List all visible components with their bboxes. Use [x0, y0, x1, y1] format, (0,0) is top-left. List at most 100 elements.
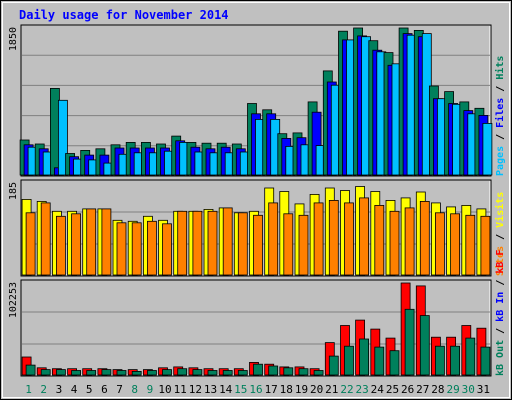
legend-entry: Files — [494, 98, 506, 128]
bar-kb-out-day-15 — [237, 370, 248, 376]
bar-kb-out-day-1 — [25, 364, 36, 376]
bar-sites-day-13 — [207, 210, 218, 276]
bar-kb-out-day-27 — [419, 315, 430, 376]
y-max-label: 102253 — [8, 282, 19, 318]
bar-sites-day-24 — [374, 204, 385, 276]
bar-kb-out-day-4 — [71, 370, 81, 376]
bar-kb-out-day-14 — [222, 370, 233, 376]
bar-kb-out-day-29 — [450, 345, 461, 376]
x-tick-label: 25 — [386, 383, 399, 396]
x-tick-label: 30 — [462, 383, 475, 396]
bar-sites-day-28 — [434, 212, 445, 276]
bar-sites-day-10 — [162, 223, 172, 276]
bar-kb-out-day-21 — [328, 355, 339, 376]
bar-kb-out-day-6 — [101, 369, 112, 376]
x-tick-label: 6 — [101, 383, 108, 396]
legend-hits: Pages / Files / Hits — [494, 56, 506, 176]
bar-sites-day-11 — [177, 210, 188, 276]
x-tick-label: 18 — [280, 383, 293, 396]
bar-kb-out-day-9 — [146, 370, 157, 376]
x-tick-label: 1 — [25, 383, 32, 396]
bar-sites-day-14 — [222, 207, 233, 276]
bar-kb-out-day-12 — [192, 369, 203, 376]
x-tick-label: 14 — [219, 383, 233, 396]
chart-title: Daily usage for November 2014 — [19, 8, 229, 22]
x-tick-label: 21 — [325, 383, 338, 396]
x-axis: 1 2 3 4 5 6 7 8 9 10 11 12 13 14 15 16 17 18 19 20 21 22 23 24 2… — [25, 383, 490, 396]
bar-kb-out-day-13 — [207, 370, 218, 376]
bar-sites-day-27 — [419, 200, 430, 276]
x-tick-label: 5 — [86, 383, 93, 396]
bar-sites-day-31 — [480, 215, 491, 276]
bar-kb-out-day-26 — [404, 308, 415, 376]
x-tick-label: 31 — [477, 383, 490, 396]
bar-kb-out-day-7 — [116, 370, 127, 376]
bar-sites-day-8 — [131, 222, 142, 276]
x-tick-label: 16 — [249, 383, 262, 396]
x-tick-label: 20 — [310, 383, 323, 396]
x-tick-label: 22 — [340, 383, 353, 396]
bar-sites-day-15 — [237, 212, 248, 276]
x-tick-label: 15 — [234, 383, 247, 396]
x-tick-label: 10 — [158, 383, 171, 396]
x-tick-label: 4 — [71, 383, 78, 396]
legend-entry: Pages — [495, 146, 506, 176]
legend-entry: / — [495, 274, 506, 292]
x-tick-label: 28 — [431, 383, 444, 396]
bar-kb-out-day-31 — [480, 346, 491, 376]
x-tick-label: 2 — [40, 383, 47, 396]
bar-kb-out-day-28 — [434, 345, 445, 376]
x-tick-label: 29 — [446, 383, 459, 396]
bar-sites-day-12 — [192, 210, 203, 276]
bar-kb-out-day-30 — [465, 337, 476, 376]
bar-kb-out-day-25 — [389, 350, 400, 376]
x-tick-label: 11 — [174, 383, 187, 396]
legend-entry: kB Out — [495, 340, 506, 376]
legend-visits: Sites / Visits — [494, 192, 506, 276]
x-tick-label: 13 — [204, 383, 217, 396]
bar-kb-out-day-24 — [374, 346, 385, 376]
bar-sites-day-16 — [253, 214, 263, 276]
bar-sites-day-19 — [298, 214, 309, 276]
x-tick-label: 8 — [131, 383, 138, 396]
legend-entry: / — [495, 128, 506, 146]
legend-entry: / — [495, 80, 506, 98]
bar-sites-day-1 — [25, 212, 36, 276]
bar-kb-out-day-3 — [56, 369, 66, 376]
y-max-label: 1850 — [8, 27, 19, 51]
bar-kb-out-day-2 — [40, 369, 51, 376]
legend-entry: kB F — [495, 250, 506, 274]
bar-kb-out-day-22 — [344, 345, 354, 376]
bar-kb-out-day-10 — [162, 369, 172, 376]
bar-sites-day-25 — [389, 210, 400, 276]
bar-sites-day-3 — [56, 215, 66, 276]
bar-kb-out-day-11 — [177, 368, 188, 376]
bar-sites-day-9 — [146, 220, 157, 276]
bar-sites-day-30 — [465, 214, 476, 276]
x-tick-label: 7 — [116, 383, 123, 396]
legend-entry: Visits — [494, 192, 506, 228]
bar-sites-day-2 — [40, 202, 51, 276]
bar-pages-day-31 — [482, 123, 493, 176]
bar-sites-day-23 — [359, 197, 370, 276]
x-tick-label: 26 — [401, 383, 414, 396]
bar-sites-day-20 — [313, 202, 324, 276]
legend-entry: Hits — [494, 56, 506, 80]
bar-sites-day-5 — [86, 208, 97, 276]
x-tick-label: 27 — [416, 383, 429, 396]
legend-entry: kB In — [495, 292, 506, 322]
y-max-label: 185 — [8, 182, 19, 200]
bar-sites-day-6 — [101, 208, 112, 276]
bar-sites-day-7 — [116, 222, 127, 276]
bar-sites-day-17 — [268, 202, 279, 276]
bar-sites-day-26 — [404, 207, 415, 276]
legend-entry: / — [495, 322, 506, 340]
x-tick-label: 17 — [265, 383, 278, 396]
bar-kb-out-day-18 — [283, 367, 294, 376]
legend-entry: / — [495, 228, 506, 246]
legend-kbytes: kB Out / kB In / kB F — [495, 250, 506, 376]
legend-entry: Sites — [494, 246, 506, 276]
x-tick-label: 23 — [355, 383, 368, 396]
